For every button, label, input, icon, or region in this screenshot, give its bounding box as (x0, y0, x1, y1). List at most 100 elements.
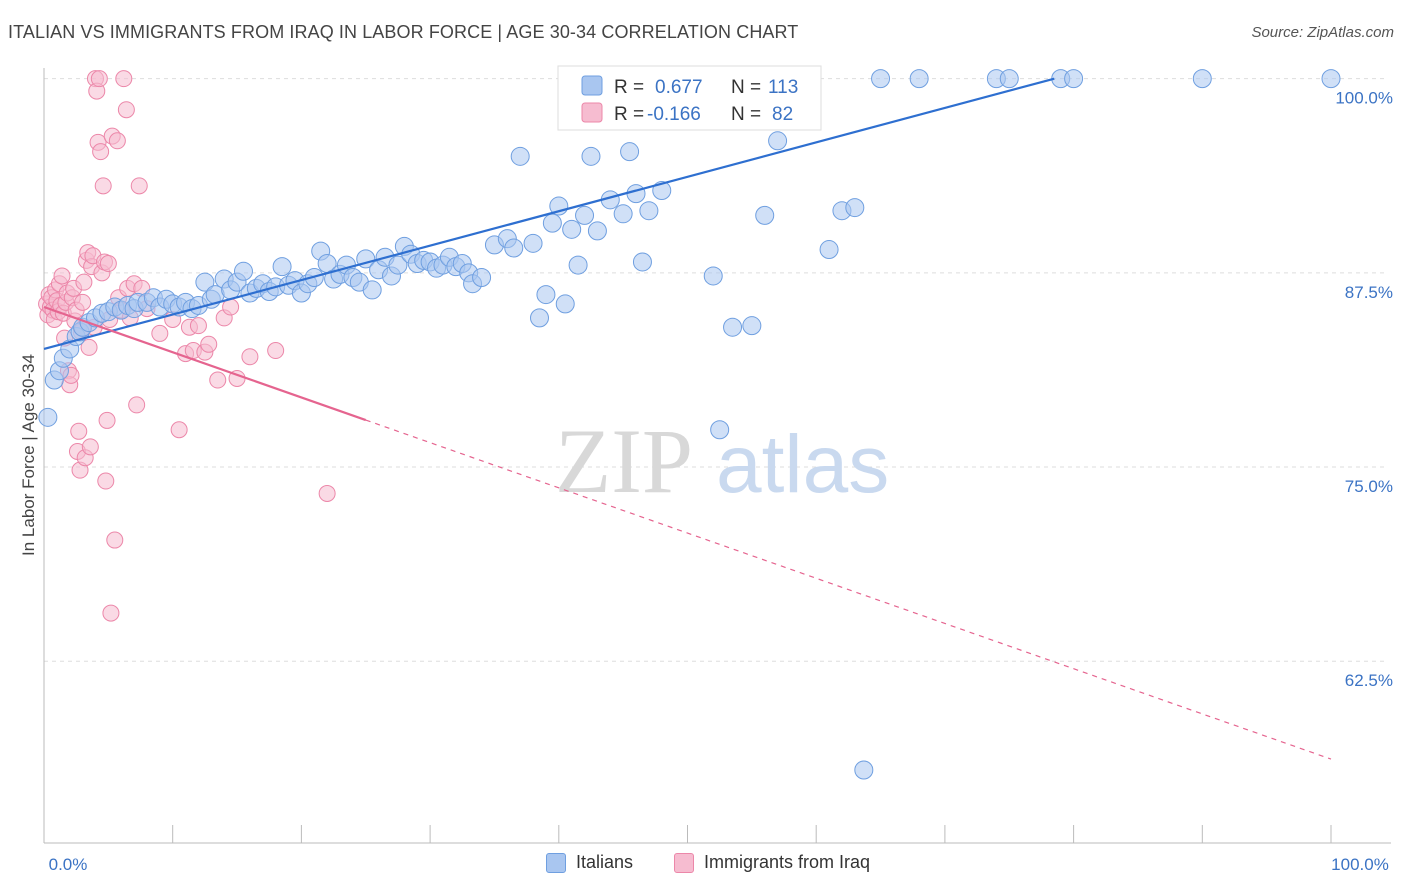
watermark-atlas: atlas (716, 419, 889, 510)
italians-point (1064, 69, 1084, 89)
chart-source: Source: ZipAtlas.com (1251, 24, 1394, 41)
grid-lines: 100.0% 87.5% 75.0% 62.5% (44, 78, 1393, 690)
x-tick-label-min: 0.0% (49, 855, 88, 874)
iraq-swatch (674, 852, 694, 873)
legend-iraq-n-label: N = (731, 104, 761, 125)
iraq-point (81, 438, 99, 456)
chart-title: ITALIAN VS IMMIGRANTS FROM IRAQ IN LABOR… (8, 22, 799, 42)
y-tick-label: 62.5% (1345, 671, 1393, 690)
iraq-point (53, 267, 71, 285)
legend-italians-r-label: R = (614, 77, 644, 98)
italians-point (626, 184, 646, 204)
iraq-point (70, 422, 88, 440)
italians-point (536, 285, 556, 305)
watermark: ZIP atlas (555, 410, 889, 512)
italians-point (613, 204, 633, 224)
legend-italians-swatch (581, 75, 603, 96)
italians-point (568, 255, 588, 275)
iraq-point (74, 293, 92, 311)
iraq-point (90, 70, 108, 88)
legend-iraq-swatch (581, 102, 603, 123)
iraq-point (318, 484, 336, 502)
italians-point (620, 142, 640, 162)
iraq-trend-line-solid (43, 305, 367, 422)
iraq-point (75, 273, 93, 291)
italians-point (575, 205, 595, 225)
iraq-point (115, 70, 133, 88)
iraq-point (102, 604, 120, 622)
italians-point (1192, 69, 1212, 89)
italians-point (472, 268, 492, 287)
bottom-legend-iraq-label: Immigrants from Iraq (704, 852, 871, 872)
watermark-zip: ZIP (555, 410, 693, 512)
iraq-point (130, 177, 148, 195)
italians-point (195, 272, 215, 292)
iraq-point (98, 411, 116, 429)
trend-lines (43, 77, 1332, 760)
italians-points (38, 69, 1341, 780)
y-tick-label: 75.0% (1345, 477, 1393, 496)
italians-point (742, 316, 762, 336)
iraq-point (108, 132, 126, 150)
iraq-point (94, 177, 112, 195)
italians-point (233, 261, 253, 281)
legend-italians-n-label: N = (731, 77, 761, 98)
italians-point (871, 69, 891, 89)
iraq-point (241, 348, 259, 366)
iraq-point (151, 324, 169, 342)
iraq-point (106, 531, 124, 549)
iraq-point (80, 338, 98, 356)
y-tick-label: 87.5% (1345, 283, 1393, 302)
legend-italians-r: 0.677 (655, 77, 703, 98)
italians-point (819, 240, 839, 260)
iraq-trend-line-dashed (365, 419, 1332, 760)
italians-point (555, 294, 575, 314)
legend: R = 0.677 N = 113 R = -0.166 N = 82 (557, 65, 822, 131)
italians-point (362, 280, 382, 300)
iraq-point (267, 342, 285, 360)
legend-iraq-r-label: R = (614, 104, 644, 125)
italians-point (723, 317, 743, 337)
y-tick-label: 100.0% (1335, 89, 1393, 108)
legend-iraq-r: -0.166 (647, 104, 701, 125)
italians-point (272, 257, 292, 277)
italians-point (510, 146, 530, 166)
legend-italians-n: 113 (768, 77, 798, 98)
bottom-legend-iraq: Immigrants from Iraq (674, 852, 870, 873)
italians-point (523, 233, 543, 253)
italians-point (632, 252, 652, 272)
iraq-point (117, 101, 135, 119)
italians-trend-line (43, 77, 1055, 351)
bottom-legend-italians-label: Italians (576, 852, 634, 872)
italians-point (999, 69, 1019, 89)
italians-point (768, 131, 788, 151)
italians-point (703, 266, 723, 286)
x-tick-label-max: 100.0% (1331, 855, 1389, 874)
bottom-legend-italians: Italians (546, 852, 633, 873)
italians-point (710, 420, 730, 440)
iraq-point (209, 371, 227, 389)
italians-point (639, 201, 659, 221)
iraq-point (189, 317, 207, 335)
bottom-legend: Italians Immigrants from Iraq (0, 852, 1406, 882)
italians-point (909, 69, 929, 89)
italians-point (854, 760, 874, 780)
legend-iraq-n: 82 (772, 104, 793, 125)
iraq-point (200, 335, 218, 353)
iraq-point (99, 255, 117, 273)
italians-point (562, 219, 582, 239)
italians-point (388, 255, 408, 275)
italians-point (587, 221, 607, 241)
italians-point (581, 146, 601, 166)
iraq-point (170, 421, 188, 439)
italians-point (504, 238, 524, 258)
iraq-point (128, 396, 146, 414)
italians-point (542, 213, 562, 233)
iraq-points (38, 70, 336, 622)
italians-point (845, 198, 865, 218)
italians-swatch (546, 852, 566, 873)
iraq-point (97, 472, 115, 490)
italians-point (1321, 69, 1341, 89)
italians-point (529, 308, 549, 328)
